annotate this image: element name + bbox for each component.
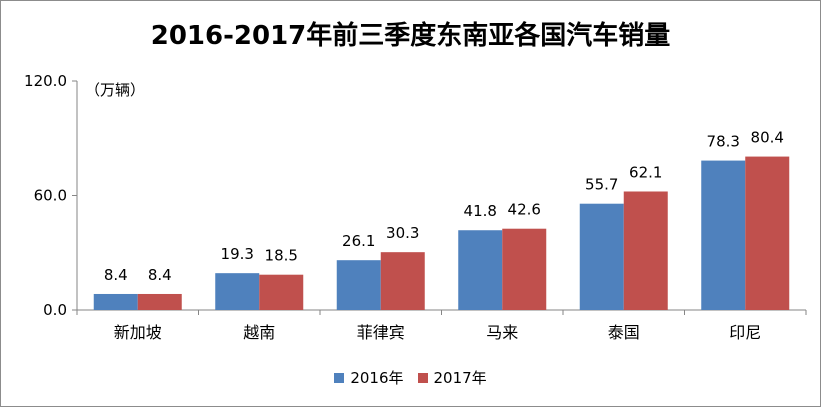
y-tick-label: 60.0 xyxy=(34,187,67,205)
unit-label: （万辆） xyxy=(85,81,146,99)
legend-item-2017: 2017年 xyxy=(417,367,487,388)
bar xyxy=(215,273,260,310)
legend-label-2016: 2016年 xyxy=(350,369,404,387)
x-tick-label: 印尼 xyxy=(729,323,761,342)
legend-swatch-2017 xyxy=(417,372,428,383)
chart-title: 2016-2017年前三季度东南亚各国汽车销量 xyxy=(150,21,671,51)
data-label: 41.8 xyxy=(464,202,497,220)
legend-label-2017: 2017年 xyxy=(433,369,487,387)
data-label: 8.4 xyxy=(104,266,128,284)
bar xyxy=(259,274,304,310)
bar xyxy=(502,228,547,310)
data-label: 30.3 xyxy=(386,224,419,242)
data-label: 78.3 xyxy=(707,133,740,151)
x-tick-label: 泰国 xyxy=(608,323,640,342)
bar xyxy=(579,203,624,310)
x-tick-label: 越南 xyxy=(243,323,275,342)
data-label: 26.1 xyxy=(342,232,375,250)
data-label: 80.4 xyxy=(751,129,784,147)
bar xyxy=(623,191,668,310)
legend-item-2016: 2016年 xyxy=(334,367,404,388)
bar xyxy=(93,293,138,310)
legend-swatch-2016 xyxy=(334,372,345,383)
legend: 2016年 2017年 xyxy=(1,367,820,388)
data-label: 19.3 xyxy=(221,245,254,263)
data-label: 42.6 xyxy=(508,201,541,219)
data-label: 8.4 xyxy=(148,266,172,284)
x-tick-label: 菲律宾 xyxy=(357,323,405,342)
bar xyxy=(336,260,381,310)
x-tick-label: 新加坡 xyxy=(114,323,162,342)
data-label: 62.1 xyxy=(629,163,662,181)
bar xyxy=(745,156,790,310)
y-tick-label: 0.0 xyxy=(43,301,67,319)
bar xyxy=(701,160,746,310)
y-tick-label: 120.0 xyxy=(24,72,67,90)
data-label: 18.5 xyxy=(265,247,298,265)
bar xyxy=(380,252,425,310)
data-label: 55.7 xyxy=(585,176,618,194)
x-tick-label: 马来 xyxy=(486,323,518,342)
bar xyxy=(458,230,503,310)
bar xyxy=(137,293,182,310)
